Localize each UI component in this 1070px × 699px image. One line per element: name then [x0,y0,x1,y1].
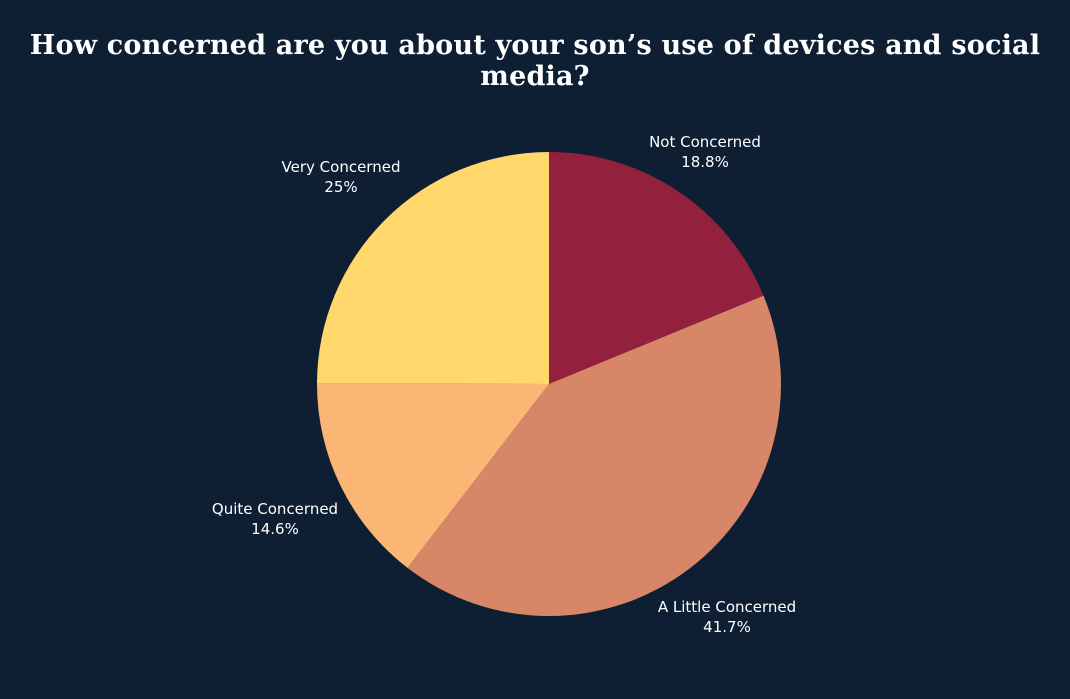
pie-slice-not-concerned [549,152,764,384]
pie-slice-quite-concerned [317,383,549,568]
pie-labels: Not Concerned 18.8% A Little Concerned 41.7… [212,133,796,636]
slice-value-quite-concerned: 14.6% [251,520,299,538]
pie-slice-a-little-concerned [407,295,781,616]
slice-label-very-concerned: Very Concerned [282,158,401,176]
slice-label-not-concerned: Not Concerned [649,133,761,151]
pie-slice-very-concerned [317,152,549,384]
slice-value-not-concerned: 18.8% [681,153,729,171]
slice-label-a-little-concerned: A Little Concerned [658,598,796,616]
slice-value-a-little-concerned: 41.7% [703,618,751,636]
chart-title: How concerned are you about your son’s u… [29,30,1041,92]
slice-label-quite-concerned: Quite Concerned [212,500,338,518]
pie-slices [317,152,781,616]
slice-value-very-concerned: 25% [324,178,357,196]
